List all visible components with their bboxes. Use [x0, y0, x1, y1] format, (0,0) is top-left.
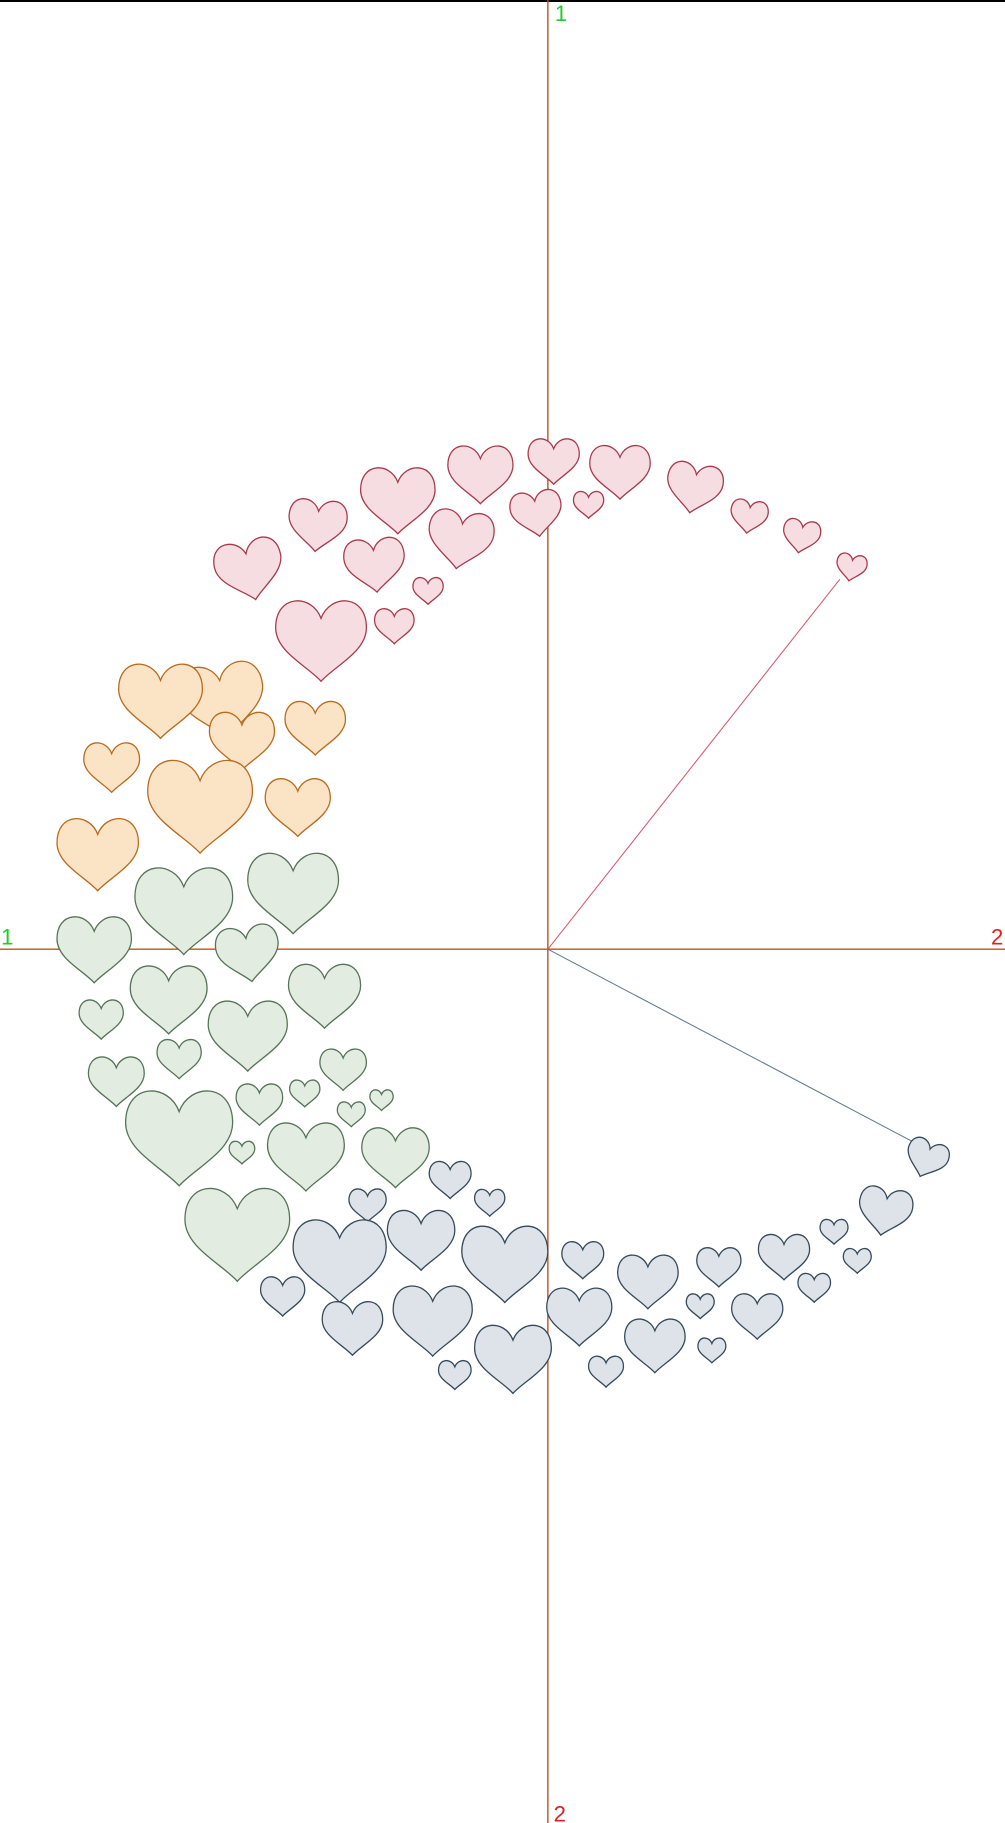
heart	[590, 446, 650, 500]
axis-label: 2	[991, 925, 1003, 950]
heart	[573, 491, 603, 518]
heart	[413, 578, 443, 605]
heart	[342, 536, 407, 595]
heart	[213, 922, 283, 986]
axis-label: 1	[555, 1, 567, 26]
heart	[834, 552, 868, 584]
heart	[57, 819, 138, 891]
heart	[798, 1273, 831, 1302]
heart	[322, 1302, 382, 1356]
heart	[185, 1188, 290, 1281]
heart	[589, 1356, 624, 1387]
design-canvas: 1 1 2 2	[0, 0, 1005, 1823]
heart	[130, 966, 207, 1034]
heart	[126, 1091, 233, 1186]
heart	[337, 1102, 365, 1127]
heart	[618, 1255, 678, 1309]
heart	[439, 1361, 472, 1390]
heart	[508, 488, 565, 540]
heart	[387, 1210, 454, 1270]
heart	[758, 1234, 809, 1279]
heart	[732, 1294, 783, 1339]
heart	[349, 1189, 386, 1222]
heart	[208, 1001, 287, 1071]
jump-stitch	[548, 949, 927, 1149]
heart	[148, 760, 253, 853]
heart	[288, 964, 360, 1028]
heart	[276, 601, 367, 681]
heart	[79, 1000, 123, 1039]
heart	[157, 1040, 201, 1079]
heart	[375, 609, 415, 644]
heart	[393, 1286, 472, 1356]
heart	[119, 664, 203, 738]
heart	[686, 1294, 714, 1319]
heart	[261, 1277, 305, 1316]
heart	[268, 1123, 345, 1191]
heart	[625, 1319, 685, 1373]
heart	[248, 853, 339, 933]
heart	[780, 517, 822, 556]
heart	[362, 1128, 429, 1188]
heart	[285, 701, 345, 755]
heart	[562, 1242, 604, 1279]
heart	[728, 498, 769, 536]
heart	[293, 1220, 386, 1302]
axis-label: 2	[554, 1802, 566, 1823]
heart	[370, 1090, 393, 1111]
heart	[229, 1141, 255, 1164]
heart	[361, 468, 435, 534]
scene: 1 1 2 2	[0, 0, 1005, 1823]
heart	[528, 439, 579, 484]
heart	[697, 1248, 741, 1287]
heart	[429, 1161, 471, 1198]
heart	[57, 917, 131, 983]
axis-label: 1	[1, 925, 13, 950]
heart	[210, 534, 288, 607]
heart	[854, 1184, 915, 1240]
heart	[698, 1338, 726, 1363]
heart	[900, 1134, 952, 1183]
heart	[820, 1219, 848, 1244]
heart	[475, 1189, 505, 1216]
heart	[320, 1049, 367, 1090]
heart	[462, 1226, 548, 1302]
heart	[236, 1084, 283, 1125]
heart	[290, 1080, 320, 1107]
jump-stitch	[548, 579, 840, 949]
heart	[843, 1248, 871, 1273]
hearts	[57, 439, 953, 1394]
heart	[424, 507, 497, 573]
heart	[475, 1325, 552, 1393]
heart	[265, 779, 330, 837]
heart	[84, 743, 140, 792]
heart	[547, 1288, 612, 1346]
heart	[662, 459, 726, 517]
heart	[448, 446, 513, 504]
heart	[286, 498, 348, 554]
top-border	[0, 0, 1005, 2]
page: 1 1 2 2 (() => { const data = JSON.parse…	[0, 0, 1005, 1823]
